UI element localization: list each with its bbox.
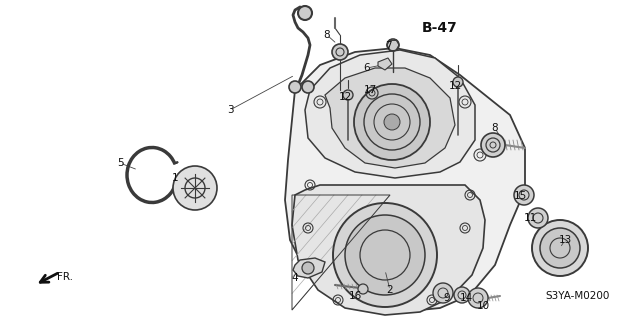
Circle shape [302,81,314,93]
Circle shape [532,220,588,276]
Text: 15: 15 [513,191,527,201]
Text: 1: 1 [172,173,179,183]
Text: B-47: B-47 [422,21,458,35]
Circle shape [302,262,314,274]
Polygon shape [285,48,525,312]
Circle shape [343,90,353,100]
Polygon shape [305,50,475,178]
Text: 13: 13 [558,235,572,245]
Text: 7: 7 [385,41,391,51]
Text: 8: 8 [324,30,330,40]
Text: 17: 17 [364,85,376,95]
Text: 8: 8 [492,123,499,133]
Polygon shape [325,68,455,168]
Text: 11: 11 [524,213,536,223]
Text: 12: 12 [449,81,461,91]
Circle shape [453,77,463,87]
Text: 3: 3 [227,105,234,115]
Text: 5: 5 [116,158,124,168]
Circle shape [528,208,548,228]
Text: 6: 6 [364,63,371,73]
Circle shape [514,185,534,205]
Circle shape [454,287,470,303]
Text: 14: 14 [460,293,472,303]
Text: 10: 10 [476,301,490,311]
Circle shape [481,133,505,157]
Circle shape [387,39,399,51]
Text: 4: 4 [292,273,298,283]
Circle shape [298,6,312,20]
Circle shape [354,84,430,160]
Polygon shape [378,58,392,70]
Text: 9: 9 [444,293,451,303]
Circle shape [173,166,217,210]
Circle shape [333,203,437,307]
Text: 16: 16 [348,291,362,301]
Circle shape [540,228,580,268]
Circle shape [289,81,301,93]
Circle shape [345,215,425,295]
Text: FR.: FR. [57,272,73,282]
Text: S3YA-M0200: S3YA-M0200 [546,291,610,301]
Circle shape [468,288,488,308]
Circle shape [384,114,400,130]
Circle shape [433,283,453,303]
Polygon shape [293,258,325,278]
Circle shape [358,284,368,294]
Polygon shape [292,185,485,315]
Circle shape [332,44,348,60]
Text: 2: 2 [387,285,394,295]
Text: 12: 12 [339,92,351,102]
